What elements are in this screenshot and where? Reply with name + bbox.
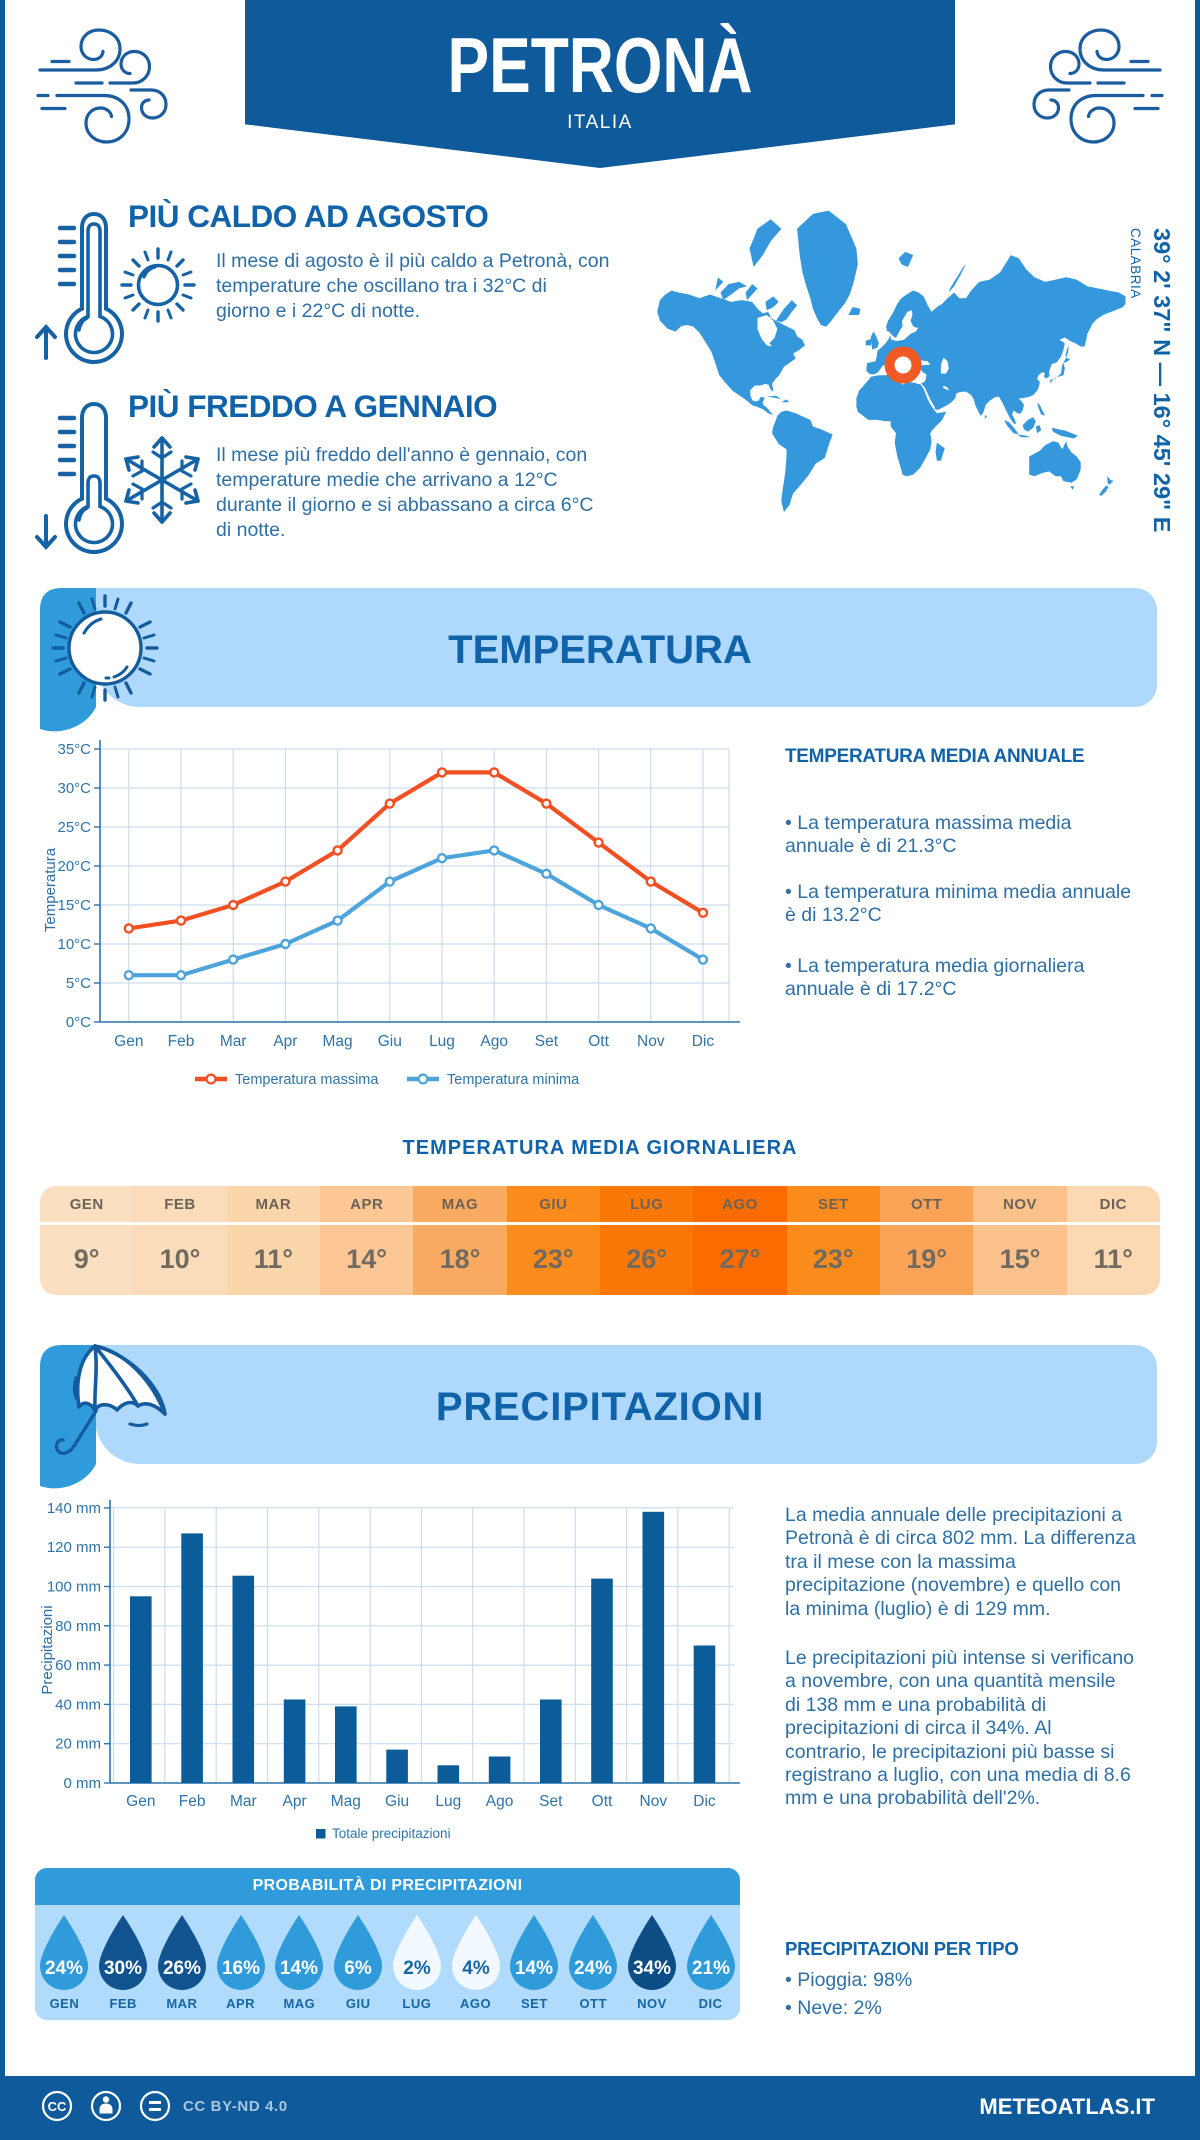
svg-text:Lug: Lug <box>435 1793 461 1810</box>
svg-text:Set: Set <box>535 1033 559 1050</box>
svg-text:Ago: Ago <box>480 1033 508 1050</box>
svg-text:Ott: Ott <box>592 1793 613 1810</box>
svg-text:Mag: Mag <box>331 1793 361 1810</box>
svg-text:Totale precipitazioni: Totale precipitazioni <box>332 1826 451 1841</box>
svg-text:25°C: 25°C <box>57 819 91 836</box>
svg-text:26%: 26% <box>163 1958 201 1979</box>
svg-text:34%: 34% <box>633 1958 671 1979</box>
svg-text:140 mm: 140 mm <box>47 1500 101 1517</box>
svg-text:100 mm: 100 mm <box>47 1579 101 1596</box>
svg-text:Gen: Gen <box>126 1793 155 1810</box>
svg-text:4%: 4% <box>462 1958 490 1979</box>
svg-text:35°C: 35°C <box>57 741 91 758</box>
svg-text:0°C: 0°C <box>66 1014 91 1031</box>
svg-text:40 mm: 40 mm <box>55 1696 101 1713</box>
svg-text:Ott: Ott <box>588 1033 609 1050</box>
svg-text:10°C: 10°C <box>57 936 91 953</box>
svg-text:5°C: 5°C <box>66 975 91 992</box>
svg-text:Nov: Nov <box>640 1793 668 1810</box>
svg-text:CC: CC <box>48 2099 67 2114</box>
svg-text:Mar: Mar <box>230 1793 257 1810</box>
svg-text:20°C: 20°C <box>57 858 91 875</box>
svg-text:Feb: Feb <box>168 1033 195 1050</box>
svg-text:Apr: Apr <box>283 1793 307 1810</box>
svg-text:24%: 24% <box>574 1958 612 1979</box>
svg-text:14%: 14% <box>280 1958 318 1979</box>
svg-text:Mag: Mag <box>323 1033 353 1050</box>
svg-text:Gen: Gen <box>114 1033 143 1050</box>
svg-text:30°C: 30°C <box>57 780 91 797</box>
svg-text:16%: 16% <box>222 1958 260 1979</box>
svg-text:0 mm: 0 mm <box>64 1775 102 1792</box>
svg-text:Dic: Dic <box>692 1033 715 1050</box>
svg-text:Apr: Apr <box>273 1033 297 1050</box>
svg-text:6%: 6% <box>344 1958 372 1979</box>
svg-text:Feb: Feb <box>179 1793 206 1810</box>
svg-text:24%: 24% <box>45 1958 83 1979</box>
svg-text:30%: 30% <box>104 1958 142 1979</box>
svg-text:Temperatura minima: Temperatura minima <box>447 1072 580 1088</box>
svg-text:Giu: Giu <box>378 1033 402 1050</box>
svg-text:14%: 14% <box>515 1958 553 1979</box>
svg-text:Temperatura: Temperatura <box>42 847 59 932</box>
svg-text:Giu: Giu <box>385 1793 409 1810</box>
svg-text:Dic: Dic <box>693 1793 716 1810</box>
svg-text:21%: 21% <box>692 1958 730 1979</box>
svg-text:Ago: Ago <box>486 1793 514 1810</box>
svg-text:15°C: 15°C <box>57 897 91 914</box>
svg-text:20 mm: 20 mm <box>55 1736 101 1753</box>
svg-text:Mar: Mar <box>220 1033 247 1050</box>
svg-text:120 mm: 120 mm <box>47 1539 101 1556</box>
svg-text:Lug: Lug <box>429 1033 455 1050</box>
svg-text:2%: 2% <box>403 1958 431 1979</box>
svg-text:Temperatura massima: Temperatura massima <box>235 1072 379 1088</box>
svg-text:Set: Set <box>539 1793 563 1810</box>
svg-text:80 mm: 80 mm <box>55 1618 101 1635</box>
svg-text:Nov: Nov <box>637 1033 665 1050</box>
svg-text:60 mm: 60 mm <box>55 1657 101 1674</box>
svg-text:Precipitazioni: Precipitazioni <box>40 1605 56 1694</box>
